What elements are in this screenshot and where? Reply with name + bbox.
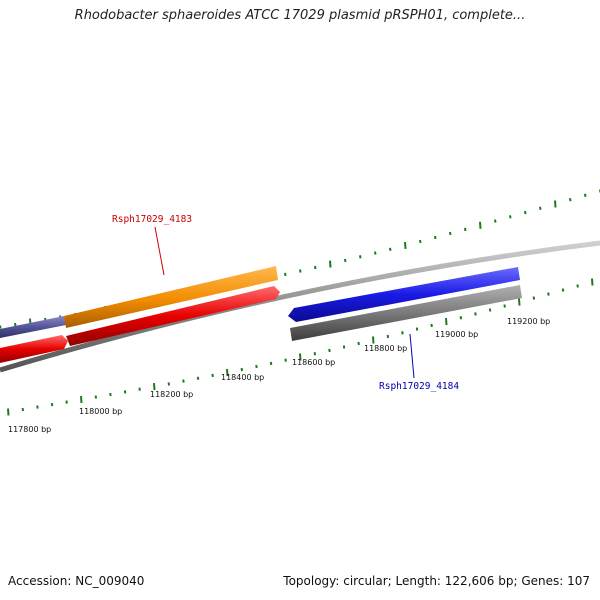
scale-tick (430, 323, 433, 328)
gene-red-feature-right[interactable] (66, 286, 280, 346)
outer-tick (0, 325, 2, 329)
scale-tick (153, 383, 156, 391)
outer-tick (284, 272, 287, 277)
outer-tick (14, 322, 17, 327)
scale-tick (503, 304, 506, 308)
outer-tick (539, 206, 542, 210)
gene-label-line-4183 (154, 226, 165, 276)
outer-tick (419, 239, 422, 244)
scale-tick (138, 387, 141, 391)
outer-tick (569, 198, 572, 202)
scale-tick (401, 331, 404, 335)
scale-tick (109, 392, 112, 397)
scale-tick (269, 361, 273, 366)
gene-label-line-4184 (409, 333, 415, 379)
gene-rsph17029-4184[interactable] (288, 267, 520, 322)
accession-label: Accession: NC_009040 (8, 574, 145, 588)
scale-tick (255, 364, 258, 369)
scale-tick (445, 318, 448, 326)
scale-tick (386, 334, 390, 339)
scale-label: 118800 bp (364, 344, 407, 353)
scale-tick (357, 341, 360, 346)
gene-red-feature-left[interactable] (0, 335, 68, 363)
outer-tick (509, 215, 512, 219)
scale-tick (182, 379, 185, 383)
gene-rsph17029-4183[interactable] (64, 266, 278, 328)
scale-tick (576, 284, 579, 288)
outer-tick (449, 231, 452, 236)
scale-tick (518, 298, 521, 306)
outer-tick (464, 227, 467, 232)
scale-tick (561, 288, 565, 292)
gene-label-rsph17029-4184: Rsph17029_4184 (379, 381, 459, 392)
outer-tick (554, 200, 557, 208)
scale-tick (80, 396, 83, 404)
map-title: Rhodobacter sphaeroides ATCC 17029 plasm… (74, 8, 526, 23)
gene-label-rsph17029-4183: Rsph17029_4183 (112, 214, 192, 225)
scale-label: 119200 bp (507, 317, 550, 326)
outer-tick (374, 251, 377, 255)
scale-tick (50, 402, 54, 407)
scale-tick (123, 390, 127, 394)
outer-tick (389, 247, 392, 251)
scale-tick (547, 292, 550, 296)
scale-tick (226, 368, 229, 377)
scale-tick (94, 395, 98, 399)
scale-tick (167, 382, 171, 386)
outer-tick (494, 219, 497, 223)
scale-tick (532, 296, 536, 300)
outer-tick (524, 210, 527, 215)
plasmid-backbone (0, 240, 600, 373)
scale-label: 118400 bp (221, 373, 264, 382)
scale-tick (488, 308, 492, 312)
scale-tick-ring (7, 278, 594, 416)
gene-gray-feature[interactable] (290, 285, 522, 341)
scale-tick (591, 278, 594, 286)
scale-tick (342, 345, 346, 349)
outer-tick (434, 235, 437, 240)
outer-tick (359, 255, 362, 259)
scale-tick (415, 327, 419, 331)
scale-tick (211, 373, 214, 378)
scale-tick (65, 400, 68, 404)
scale-tick (21, 407, 25, 412)
outer-tick (584, 193, 587, 197)
outer-tick (314, 265, 317, 270)
outer-tick (479, 221, 482, 229)
outer-tick (404, 241, 407, 249)
scale-tick (299, 353, 302, 361)
scale-tick (459, 316, 463, 320)
outer-tick (299, 269, 302, 273)
topology-stats: Topology: circular; Length: 122,606 bp; … (283, 574, 590, 588)
scale-tick (474, 312, 477, 316)
scale-labels: 117800 bp 118000 bp 118200 bp 118400 bp 1186… (8, 317, 550, 434)
gene-purple-feature[interactable] (0, 316, 66, 338)
scale-tick (328, 348, 331, 353)
scale-tick (372, 336, 375, 344)
scale-tick (284, 358, 287, 362)
outer-tick (344, 258, 347, 263)
scale-label: 118600 bp (292, 358, 335, 367)
scale-label: 119000 bp (435, 330, 478, 339)
scale-tick (240, 367, 244, 372)
scale-label: 118000 bp (79, 407, 122, 416)
scale-tick (36, 405, 39, 409)
scale-label: 118200 bp (150, 390, 193, 399)
scale-tick (7, 408, 10, 416)
outer-tick (329, 260, 332, 268)
scale-tick (196, 376, 200, 380)
scale-label: 117800 bp (8, 425, 51, 434)
scale-tick (313, 352, 317, 356)
